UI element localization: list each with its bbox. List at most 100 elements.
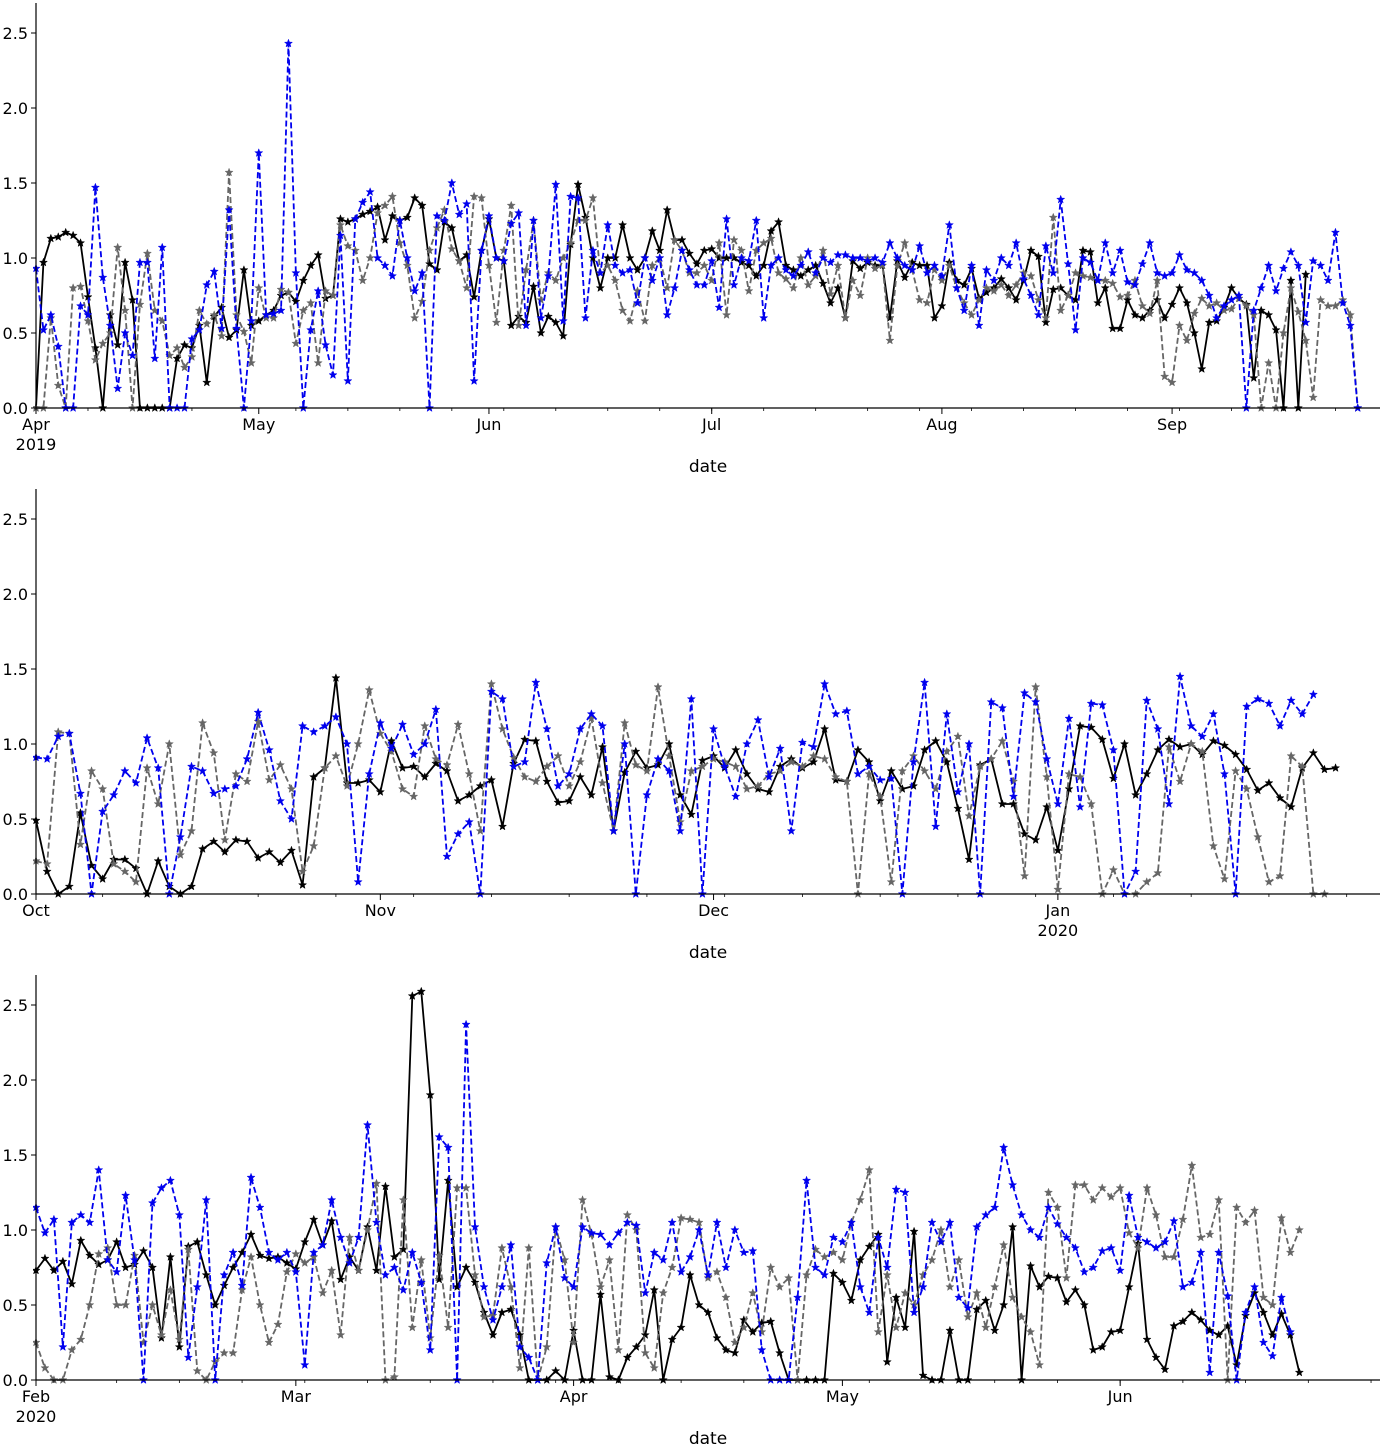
data-point: [1160, 1252, 1170, 1261]
data-point: [954, 1292, 964, 1302]
data-point: [1264, 698, 1274, 708]
data-point: [1249, 373, 1259, 382]
data-point: [228, 1348, 238, 1357]
data-point: [486, 679, 497, 688]
data-point: [766, 226, 776, 235]
data-point: [253, 853, 263, 862]
data-point: [216, 331, 227, 340]
data-point: [109, 790, 119, 799]
data-point: [1034, 1360, 1045, 1369]
y-tick-label: 1.0: [3, 735, 28, 754]
data-point: [622, 1217, 633, 1227]
data-point: [828, 1268, 839, 1278]
data-point: [744, 286, 754, 295]
data-point: [575, 757, 585, 766]
data-point: [416, 1255, 426, 1264]
data-point: [389, 1372, 400, 1381]
data-point: [1016, 1312, 1027, 1321]
plot-area: [33, 986, 1305, 1384]
data-point: [264, 1247, 274, 1257]
data-point: [588, 253, 598, 262]
data-point: [1249, 1288, 1260, 1297]
data-point: [387, 191, 398, 201]
data-point: [1197, 731, 1207, 741]
data-point: [788, 271, 799, 280]
data-point: [253, 716, 263, 726]
data-point: [313, 250, 323, 259]
data-point: [914, 260, 925, 270]
data-point: [1196, 1232, 1206, 1242]
data-point: [739, 1247, 749, 1257]
data-point: [157, 242, 167, 252]
data-point: [1230, 749, 1241, 759]
data-point: [497, 1307, 507, 1317]
data-point: [1124, 1228, 1134, 1237]
data-point: [298, 305, 308, 315]
data-point: [187, 352, 197, 361]
data-point: [174, 1342, 185, 1351]
data-point: [1315, 260, 1326, 270]
data-point: [209, 836, 219, 846]
x-tick-label: May: [242, 415, 275, 434]
data-point: [1004, 290, 1014, 300]
data-point: [372, 208, 383, 217]
data-point: [453, 796, 463, 805]
data-point: [855, 290, 865, 300]
data-point: [186, 761, 197, 771]
data-point: [833, 250, 843, 259]
data-point: [1253, 832, 1263, 841]
data-point: [165, 1175, 176, 1185]
data-point: [864, 1165, 874, 1174]
data-point: [410, 313, 420, 322]
data-point: [897, 784, 908, 793]
data-point: [231, 835, 241, 844]
data-point: [1016, 1210, 1027, 1219]
data-point: [94, 1165, 104, 1174]
data-point: [219, 1270, 229, 1279]
data-point: [380, 235, 390, 244]
data-point: [469, 376, 479, 385]
data-point: [142, 733, 152, 742]
data-point: [275, 760, 286, 769]
data-point: [528, 281, 539, 291]
data-point: [837, 1277, 848, 1287]
data-point: [1151, 1243, 1161, 1252]
data-point: [558, 316, 568, 325]
data-point: [462, 283, 472, 292]
data-point: [183, 1352, 193, 1362]
data-point: [350, 214, 360, 223]
data-point: [476, 245, 487, 255]
data-point: [142, 763, 152, 772]
data-point: [892, 253, 903, 262]
data-point: [306, 298, 316, 307]
data-point: [98, 272, 108, 282]
data-point: [568, 1282, 579, 1291]
data-point: [622, 1210, 633, 1219]
data-point: [1108, 268, 1118, 277]
data-point: [1052, 1219, 1063, 1228]
data-point: [712, 1333, 722, 1342]
data-point: [1205, 1229, 1215, 1239]
data-point: [1030, 697, 1041, 706]
data-point: [1169, 1252, 1179, 1261]
data-point: [617, 268, 628, 277]
data-point: [120, 257, 130, 267]
data-point: [1226, 295, 1237, 304]
data-point: [882, 1270, 892, 1279]
data-point: [1034, 1282, 1045, 1291]
data-point: [840, 313, 851, 322]
data-point: [320, 340, 331, 349]
data-point: [1297, 709, 1307, 718]
data-point: [1294, 1225, 1305, 1234]
data-point: [1308, 689, 1319, 699]
data-point: [1079, 1300, 1089, 1309]
data-point: [506, 218, 516, 228]
data-point: [573, 179, 583, 189]
data-point: [1063, 259, 1073, 268]
data-point: [397, 719, 408, 729]
data-point: [1133, 1243, 1143, 1252]
data-point: [1064, 713, 1074, 723]
data-point: [981, 1210, 991, 1219]
